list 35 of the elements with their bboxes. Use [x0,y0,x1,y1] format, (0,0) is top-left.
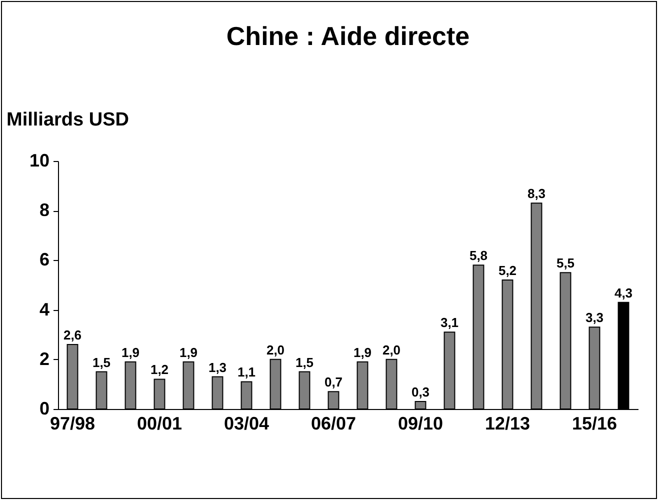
data-label: 1,1 [237,364,256,380]
data-label: 0,7 [324,374,343,390]
y-tick-label: 6 [39,250,50,270]
data-label: 2,0 [382,342,401,358]
data-label: 1,3 [208,360,227,375]
y-tick-label: 8 [39,200,50,220]
data-label: 5,5 [556,256,575,271]
x-tick-label: 03/04 [224,414,270,434]
x-tick-label: 12/13 [484,414,530,434]
data-label: 1,5 [92,354,111,370]
y-tick-label: 2 [39,348,50,369]
data-label: 8,3 [527,186,546,202]
x-tick-label: 09/10 [398,414,444,434]
data-label: 0,3 [411,384,430,400]
y-tick-label: 4 [39,299,50,320]
y-tick-label: 10 [29,150,50,170]
y-axis-title: Milliards USD [6,110,129,130]
data-label: 1,9 [353,344,372,360]
data-label: 5,2 [498,263,517,278]
data-label: 2,0 [266,342,285,358]
y-tick-label: 0 [39,398,50,418]
data-label: 4,3 [614,285,633,300]
data-label: 2,6 [63,328,82,343]
x-tick-label: 97/98 [50,414,96,434]
data-label: 3,3 [585,310,604,326]
data-label: 1,5 [295,354,314,370]
data-label: 3,1 [440,315,459,330]
chart-title: Chine : Aide directe [226,21,470,51]
data-label: 1,9 [179,344,198,360]
x-tick-label: 06/07 [310,414,356,434]
data-label: 1,9 [121,344,140,360]
x-tick-label: 15/16 [572,414,618,434]
data-label: 5,8 [469,248,488,264]
data-label: 1,2 [150,362,169,378]
x-tick-label: 00/01 [136,414,182,434]
